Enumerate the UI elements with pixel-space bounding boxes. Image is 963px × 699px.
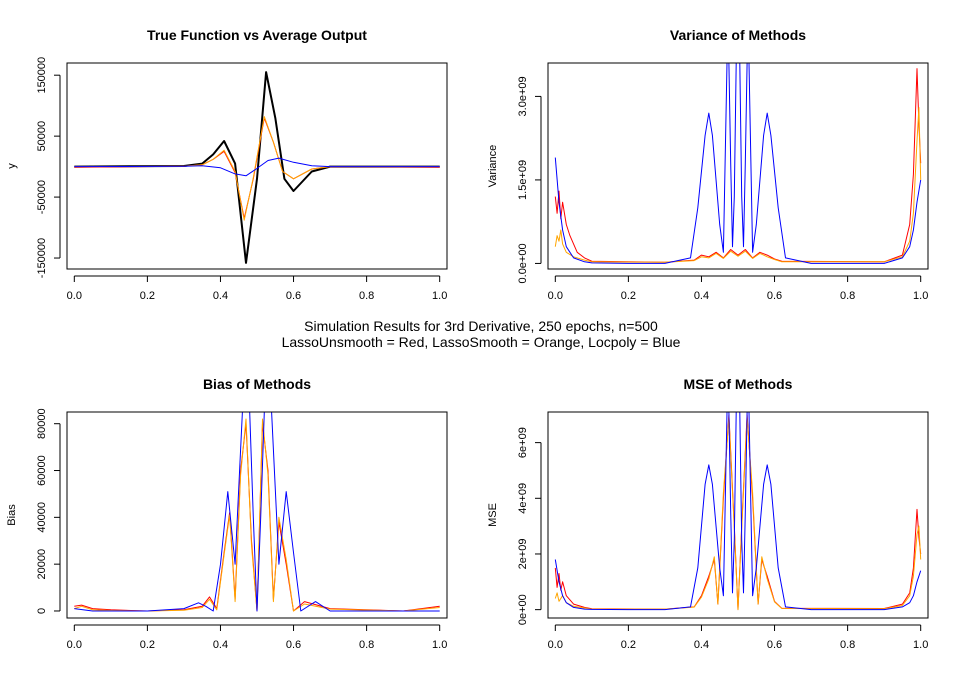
series-line-1 [554,107,922,263]
panel-bias: Bias of Methods Bias 0.0 0.2 0.4 0.6 0.8 1.00… [6,376,448,651]
y-tick-label: 0.0e+00 [517,243,529,283]
plot-frame [66,62,448,270]
x-tick-label: 0.4 [694,639,709,651]
y-tick-label: 6e+09 [517,427,529,458]
y-tick-label: 40000 [36,502,48,533]
series-line-2 [554,63,922,264]
x-tick-label: 0.8 [840,290,855,302]
panel-title: Variance of Methods [670,27,806,43]
figure-caption-line-2: LassoUnsmooth = Red, LassoSmooth = Orang… [282,334,681,350]
y-tick-label: 60000 [36,455,48,486]
y-tick-label: 4e+09 [517,483,529,514]
series-line-2 [554,412,922,611]
x-axis: 0.0 0.2 0.4 0.6 0.8 1.0 [548,624,928,651]
y-axis-label: y [6,163,18,169]
x-tick-label: 0.8 [359,639,374,651]
x-tick-label: 0.0 [548,639,563,651]
y-tick-label: -50000 [36,180,48,214]
x-tick-label: 0.8 [359,290,374,302]
panel-title: True Function vs Average Output [147,27,367,43]
y-axis: 0 20000 40000 60000 80000 [36,408,61,614]
x-tick-label: 0.6 [767,290,782,302]
y-axis-label: MSE [487,503,499,527]
plot-area: 0.0 0.2 0.4 0.6 0.8 1.0 0e+00 2e+09 4e+09 6e+09 [517,411,929,651]
series-line-2 [74,116,440,221]
panel-true-function: True Function vs Average Output y 0.0 0.2… [6,27,448,302]
plot-frame [547,411,929,619]
x-axis: 0.0 0.2 0.4 0.6 0.8 1.0 [67,624,447,651]
x-tick-label: 1.0 [432,290,447,302]
y-tick-label: 0 [36,608,48,614]
series-line-0 [74,71,440,264]
plot-frame [547,62,929,270]
series-line-2 [74,412,440,612]
y-tick-label: 1.5e+09 [517,160,529,200]
x-tick-label: 0.4 [213,639,228,651]
x-tick-label: 0.4 [213,290,228,302]
x-tick-label: 1.0 [432,639,447,651]
x-tick-label: 0.4 [694,290,709,302]
x-tick-label: 0.6 [286,639,301,651]
y-tick-label: 3.0e+09 [517,76,529,116]
y-tick-label: 0e+00 [517,594,529,625]
plot-frame [66,411,448,619]
panel-variance: Variance of Methods Variance 0.0 0.2 0.4 0.… [487,27,929,302]
x-tick-label: 0.6 [767,639,782,651]
plot-area: 0.0 0.2 0.4 0.6 0.8 1.0 0 20000 40000 60000 80000 [36,408,448,651]
x-tick-label: 0.2 [140,290,155,302]
y-axis-label: Variance [487,145,499,188]
series-line-1 [74,418,440,612]
y-tick-label: 150000 [36,57,48,94]
y-axis-label: Bias [6,504,18,526]
x-tick-label: 0.0 [67,639,82,651]
x-tick-label: 1.0 [913,639,928,651]
series-line-0 [554,414,922,611]
x-tick-label: 0.0 [548,290,563,302]
y-axis: 0e+00 2e+09 4e+09 6e+09 [517,427,542,625]
series-line-0 [554,68,922,263]
y-axis: 0.0e+00 1.5e+09 3.0e+09 [517,76,542,283]
y-axis: -150000 -50000 50000 150000 [36,57,61,278]
figure-caption-line-1: Simulation Results for 3rd Derivative, 2… [304,318,658,334]
panel-title: MSE of Methods [684,376,793,392]
x-tick-label: 0.2 [140,639,155,651]
y-tick-label: 20000 [36,549,48,580]
y-tick-label: 80000 [36,408,48,439]
x-axis: 0.0 0.2 0.4 0.6 0.8 1.0 [548,275,928,302]
x-tick-label: 0.6 [286,290,301,302]
series-line-3 [74,157,440,177]
x-tick-label: 0.2 [621,290,636,302]
panel-title: Bias of Methods [203,376,311,392]
x-tick-label: 0.2 [621,639,636,651]
x-tick-label: 0.8 [840,639,855,651]
y-tick-label: 50000 [36,121,48,152]
series-line-1 [554,417,922,611]
y-tick-label: 2e+09 [517,539,529,570]
x-axis: 0.0 0.2 0.4 0.6 0.8 1.0 [67,275,447,302]
plot-area: 0.0 0.2 0.4 0.6 0.8 1.0 -150000 -50000 50000 1500… [36,57,448,302]
y-tick-label: -150000 [36,238,48,278]
series-line-0 [74,423,440,612]
x-tick-label: 0.0 [67,290,82,302]
x-tick-label: 1.0 [913,290,928,302]
plot-area: 0.0 0.2 0.4 0.6 0.8 1.0 0.0e+00 1.5e+09 3.0e+09 [517,62,929,302]
panel-mse: MSE of Methods MSE 0.0 0.2 0.4 0.6 0.8 1.0 0e+… [487,376,929,651]
